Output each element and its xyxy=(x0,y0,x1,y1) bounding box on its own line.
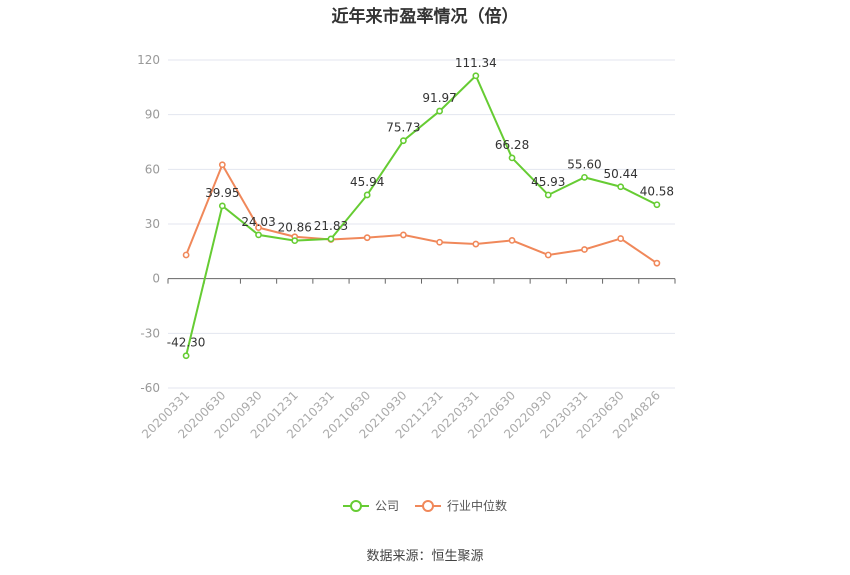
company-data-point xyxy=(653,201,661,209)
chart-title: 近年来市盈率情况（倍） xyxy=(331,7,519,27)
company-data-label: 45.93 xyxy=(531,175,565,189)
industry-median-data-point xyxy=(472,240,480,248)
industry-median-data-point xyxy=(581,246,588,253)
legend: 公司 行业中位数 xyxy=(0,497,850,514)
source-note: 数据来源：恒生聚源 xyxy=(366,549,484,564)
company-data-label: -42.30 xyxy=(167,336,206,350)
y-tick-label: 0 xyxy=(152,272,160,286)
company-data-label: 66.28 xyxy=(495,138,529,152)
company-data-label: 111.34 xyxy=(455,56,497,70)
company-data-point xyxy=(291,237,299,245)
industry-median-data-point xyxy=(255,224,262,232)
industry-median-data-point xyxy=(508,236,516,244)
industry-median-line-icon xyxy=(415,499,441,513)
industry-median-data-point xyxy=(436,238,444,246)
company-data-point xyxy=(472,72,480,80)
company-data-label: 50.44 xyxy=(603,167,637,181)
industry-median-data-point xyxy=(363,234,371,242)
company-data-point xyxy=(327,235,335,243)
company-data-label: 91.97 xyxy=(422,91,456,105)
industry-median-data-point xyxy=(182,251,190,259)
legend-item-company[interactable]: 公司 xyxy=(342,497,399,514)
company-data-point xyxy=(617,183,625,191)
industry-median-data-point xyxy=(218,161,226,169)
industry-median-data-point xyxy=(617,235,625,242)
company-data-point xyxy=(399,137,407,145)
company-data-point xyxy=(508,154,516,162)
industry-median-data-point xyxy=(399,231,407,239)
company-data-label: 55.60 xyxy=(567,157,601,171)
legend-item-industry-median[interactable]: 行业中位数 xyxy=(415,497,507,514)
company-data-point xyxy=(255,231,262,239)
industry-median-series-line xyxy=(185,162,658,265)
company-line-icon xyxy=(342,499,369,513)
data-labels: -42.30 39.95 24.03 20.86 21.83 45.94 75.73 91.9… xyxy=(167,56,674,350)
y-tick-label: 120 xyxy=(137,53,160,67)
company-data-label: 24.03 xyxy=(241,215,275,229)
company-data-point xyxy=(363,191,371,199)
company-data-point xyxy=(581,173,588,181)
industry-median-data-point xyxy=(653,259,661,267)
industry-median-data-point xyxy=(544,251,552,259)
company-data-point xyxy=(182,352,190,360)
company-data-label: 45.94 xyxy=(350,175,384,189)
company-series-line xyxy=(185,74,658,356)
company-data-label: 75.73 xyxy=(386,121,420,135)
y-tick-label: -30 xyxy=(140,326,160,340)
series-lines xyxy=(182,72,661,360)
legend-label-industry-median: 行业中位数 xyxy=(447,499,508,513)
company-data-point xyxy=(544,191,552,199)
y-tick-label: 90 xyxy=(145,108,160,122)
y-tick-label: 30 xyxy=(145,217,160,231)
company-data-label: 40.58 xyxy=(640,185,674,199)
y-tick-label: 60 xyxy=(145,162,160,176)
company-data-point xyxy=(218,202,226,210)
company-data-label: 21.83 xyxy=(314,219,348,233)
company-data-label: 20.86 xyxy=(278,221,312,235)
company-data-point xyxy=(436,107,444,115)
legend-label-company: 公司 xyxy=(374,499,399,513)
y-tick-label: -60 xyxy=(140,381,160,395)
company-data-label: 39.95 xyxy=(205,186,239,200)
